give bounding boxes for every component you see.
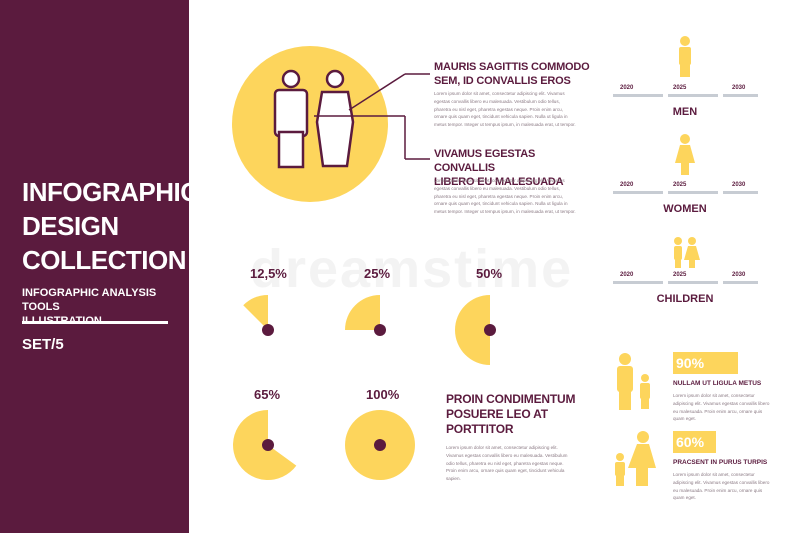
pie-label: 50% [476, 266, 503, 281]
adult-child-figures [615, 431, 656, 486]
timeline-bar [723, 281, 758, 284]
title-line: INFOGRAPHIC [22, 177, 199, 207]
heading-line: LIBERO EU MALESUADA [434, 176, 564, 188]
timeline-bar [668, 94, 718, 97]
percent-bar-caption: PRACSENT IN PURUS TURPIS [673, 459, 768, 466]
woman-icon [675, 134, 695, 175]
man-icon [679, 36, 691, 77]
timeline-year: 2020 [620, 182, 634, 188]
percent-bar-text: Lorem ipsum dolor sit amet, consectetur … [673, 393, 770, 422]
timeline-bar [613, 94, 663, 97]
timeline-bar [613, 281, 663, 284]
timeline-label: WOMEN [663, 203, 707, 215]
child-icon [615, 453, 625, 486]
percent-bar: 90% [673, 352, 738, 374]
timeline-year: 2030 [732, 272, 746, 278]
pie-center-dot [374, 439, 386, 451]
woman-icon [628, 431, 656, 486]
percent-bar: 60% [673, 431, 716, 453]
pie-slice [345, 295, 380, 330]
timeline-label: MEN [672, 106, 698, 118]
title-line: DESIGN [22, 211, 119, 241]
divider [22, 321, 168, 324]
heading-line: SEM, ID CONVALLIS EROS [434, 75, 571, 87]
timeline-year: 2020 [620, 85, 634, 91]
pie-slice [455, 295, 490, 365]
heading-line: POSUERE LEO AT [446, 407, 548, 421]
timeline-year: 2030 [732, 85, 746, 91]
timeline-year: 2020 [620, 272, 634, 278]
pie-label: 25% [364, 266, 391, 281]
section-text-2: Lorem ipsum dolor sit amet, consectetur … [434, 178, 576, 215]
collection-title: INFOGRAPHIC DESIGN COLLECTION [22, 175, 199, 277]
timeline-bar [668, 191, 718, 194]
woman-outline-icon [315, 69, 355, 168]
timeline-bar [723, 191, 758, 194]
pie-label: 65% [254, 387, 281, 402]
timeline-year: 2025 [673, 85, 687, 91]
timeline-year: 2025 [673, 182, 687, 188]
man-outline-icon [273, 69, 309, 169]
pie-block-heading: PROIN CONDIMENTUM POSUERE LEO AT PORTTIT… [446, 392, 586, 437]
percent-bar-text: Lorem ipsum dolor sit amet, consectetur … [673, 472, 770, 501]
watermark: dreamstime [250, 239, 574, 299]
heading-line: PROIN CONDIMENTUM [446, 392, 576, 406]
pie-center-dot [374, 324, 386, 336]
man-icon [617, 353, 633, 410]
sidebar-banner [0, 0, 189, 533]
timeline-bar [668, 281, 718, 284]
timeline-bar [723, 94, 758, 97]
timeline-year: 2030 [732, 182, 746, 188]
timeline-year: 2025 [673, 272, 687, 278]
set-number: SET/5 [22, 336, 64, 353]
pie-center-dot [262, 439, 274, 451]
percent-bar-caption: NULLAM UT LIGULA METUS [673, 380, 762, 387]
pie-label: 100% [366, 387, 400, 402]
pie-center-dot [484, 324, 496, 336]
heading-line: PORTTITOR [446, 422, 514, 436]
timeline-bar [613, 191, 663, 194]
pie-chart-group [233, 295, 496, 480]
subtitle-line: INFOGRAPHIC ANALYSIS TOOLS [22, 287, 157, 313]
section-heading-1: MAURIS SAGITTIS COMMODO SEM, ID CONVALLI… [434, 60, 594, 88]
child-icon [640, 374, 650, 409]
title-line: COLLECTION [22, 245, 187, 275]
connector-line [348, 73, 406, 111]
timeline-label: CHILDREN [656, 293, 714, 305]
yellow-circle [232, 46, 388, 202]
pie-center-dot [262, 324, 274, 336]
pie-slice [243, 295, 268, 330]
children-icon [674, 237, 700, 268]
pie-label: 12,5% [250, 266, 287, 281]
section-heading-2: VIVAMUS EGESTAS CONVALLIS LIBERO EU MALE… [434, 147, 594, 189]
section-text-1: Lorem ipsum dolor sit amet, consectetur … [434, 91, 576, 128]
pie-block-text: Lorem ipsum dolor sit amet, consectetur … [446, 445, 568, 482]
couple-illustration [232, 46, 430, 202]
adult-child-figures [617, 353, 650, 410]
heading-line: MAURIS SAGITTIS COMMODO [434, 61, 590, 73]
heading-line: VIVAMUS EGESTAS CONVALLIS [434, 148, 536, 174]
